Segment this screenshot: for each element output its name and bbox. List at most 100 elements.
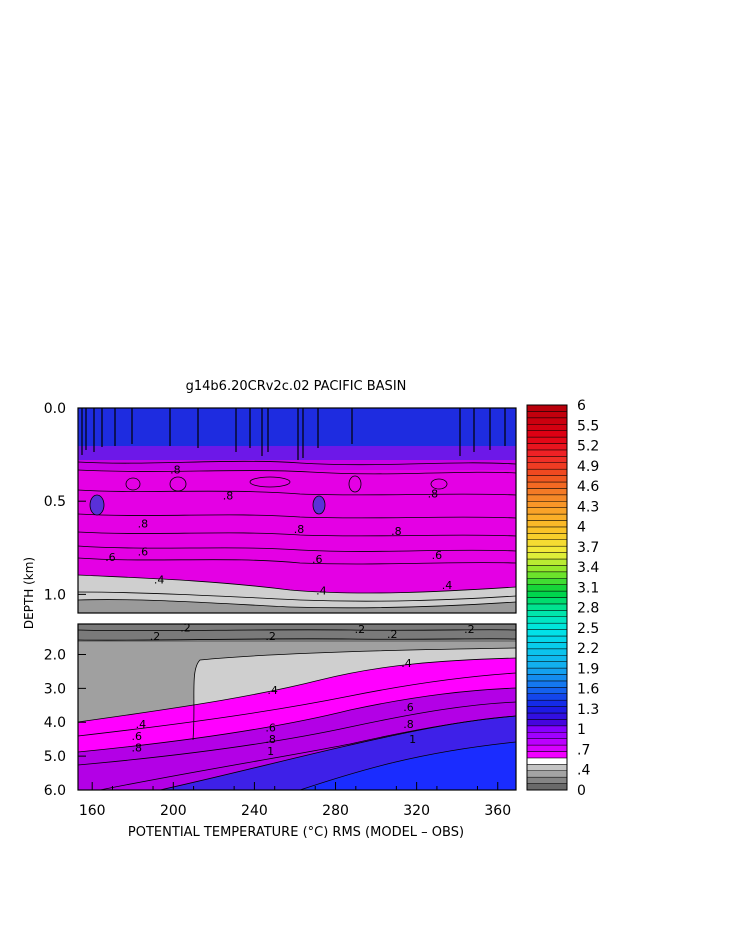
colorbar-swatch: [526, 468, 568, 476]
contour-label: .8: [294, 523, 305, 536]
colorbar-swatch: [526, 533, 568, 540]
colorbar-swatch: [526, 661, 568, 669]
x-tick-label: 160: [79, 803, 106, 819]
colorbar-label: 3.1: [577, 580, 599, 596]
x-axis-label: POTENTIAL TEMPERATURE (°C) RMS (MODEL – …: [128, 825, 464, 840]
colorbar-swatch: [526, 475, 568, 483]
colorbar-swatch: [526, 642, 568, 650]
colorbar-swatch: [526, 443, 568, 451]
island-7: [249, 476, 291, 488]
lower-deep-blue-region: [300, 742, 516, 790]
contour-label: .6: [105, 551, 116, 564]
x-axis: 160 200 240 280 320 360: [79, 782, 511, 819]
contour-label: .4: [136, 718, 147, 731]
colorbar-label: 5.5: [577, 418, 599, 434]
contour-label: .8: [391, 525, 402, 538]
colorbar-swatch: [526, 571, 568, 579]
upper-light-gray-band: [78, 575, 516, 608]
colorbar-swatch: [526, 712, 568, 720]
contour-label: .6: [312, 553, 323, 566]
colorbar-swatch: [526, 411, 568, 419]
contour-label: .8: [223, 490, 234, 503]
contour-label: .8: [428, 488, 439, 501]
colorbar-label: 1.9: [577, 661, 599, 677]
contour-label: .2: [180, 621, 191, 634]
colorbar-swatch: [526, 488, 568, 496]
colorbar-swatch: [526, 738, 568, 746]
colorbar-swatch: [526, 757, 568, 765]
colorbar-swatch: [526, 539, 568, 547]
chart-title: g14b6.20CRv2c.02 PACIFIC BASIN: [186, 379, 407, 394]
y-tick-label-lower: 3.0: [44, 681, 66, 697]
colorbar-swatch: [526, 751, 568, 759]
colorbar-swatch: [526, 783, 568, 791]
colorbar-swatch: [526, 520, 568, 528]
island-6: [430, 478, 448, 490]
colorbar-label: 3.4: [577, 560, 599, 576]
upper-blue-transition: [78, 446, 516, 460]
upper-contour-lines: [78, 460, 516, 609]
colorbar-swatch: [526, 404, 568, 412]
colorbar-label: 2.8: [577, 601, 599, 617]
colorbar-swatch: [526, 565, 568, 573]
contour-label: .2: [387, 628, 398, 641]
colorbar-swatch: [526, 687, 568, 694]
contour-label: .2: [464, 623, 475, 636]
contour-label-layer: .8.8.8.8.8.8.6.6.6.6.4.4.4.2.2.2.2.2.2.4…: [105, 464, 474, 759]
colorbar-swatch: [526, 584, 568, 592]
contour-label: .4: [316, 585, 327, 598]
upper-surface-striations: [81, 408, 506, 460]
colorbar-swatch: [526, 501, 568, 508]
contour-label: .8: [132, 742, 143, 755]
contour-label: .6: [432, 549, 443, 562]
upper-contour-islands: [89, 475, 448, 516]
colorbar-swatch: [526, 456, 568, 464]
colorbar-swatch: [526, 436, 568, 444]
colorbar-swatch: [526, 776, 568, 784]
contour-label: 1: [409, 733, 416, 746]
colorbar: [526, 404, 568, 791]
colorbar-swatch: [526, 725, 568, 733]
y-axis-lower: 2.0 3.0 4.0 5.0 6.0: [44, 647, 86, 799]
colorbar-swatch: [526, 732, 568, 739]
island-5: [348, 475, 362, 493]
x-tick-label: 200: [160, 803, 187, 819]
lower-top-gray-band: [78, 624, 516, 642]
colorbar-label: 4.3: [577, 499, 599, 515]
lower-panel-frame: [77, 623, 517, 791]
y-axis-label: DEPTH (km): [22, 557, 36, 629]
colorbar-swatch: [526, 552, 568, 560]
colorbar-swatch: [526, 424, 568, 431]
y-tick-label-lower: 5.0: [44, 749, 66, 765]
x-tick-label: 240: [241, 803, 268, 819]
colorbar-swatch: [526, 680, 568, 688]
colorbar-swatch: [526, 494, 568, 502]
colorbar-label: 0: [577, 783, 586, 799]
y-tick-label-lower: 4.0: [44, 715, 66, 731]
contour-label: .4: [401, 657, 412, 670]
colorbar-label: 4: [577, 520, 586, 536]
lower-panel: [78, 624, 516, 790]
upper-blue-surface: [78, 408, 516, 446]
colorbar-label: 1.6: [577, 682, 599, 698]
contour-label: .6: [132, 730, 143, 743]
upper-panel: [78, 408, 516, 613]
colorbar-label: 2.2: [577, 641, 599, 657]
colorbar-labels: 6 5.5 5.2 4.9 4.6 4.3 4 3.7 3.4 3.1 2.8 2.5 2.2 1.9 1.…: [577, 398, 599, 799]
colorbar-swatch: [526, 513, 568, 521]
contour-label: .2: [150, 630, 161, 643]
colorbar-swatch: [526, 578, 568, 585]
contour-label: .8: [265, 733, 276, 746]
y-tick-label-upper: 1.0: [44, 587, 66, 603]
colorbar-swatch: [526, 481, 568, 489]
contour-label: .4: [154, 573, 165, 586]
colorbar-swatch: [526, 706, 568, 714]
y-tick-label-upper: 0.5: [44, 494, 66, 510]
colorbar-swatch: [526, 597, 568, 605]
island-4: [169, 476, 187, 492]
colorbar-swatch: [526, 764, 568, 771]
colorbar-label: 2.5: [577, 621, 599, 637]
contour-label: .8: [403, 718, 414, 731]
colorbar-label: 5.2: [577, 439, 599, 455]
